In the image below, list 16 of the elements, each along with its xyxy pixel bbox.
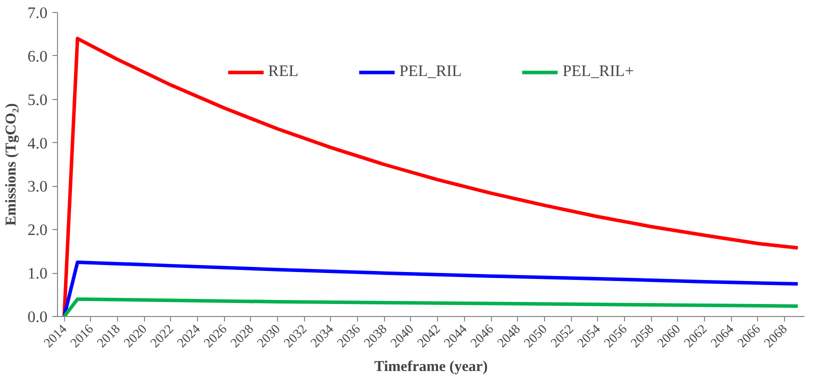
y-tick-label: 5.0 xyxy=(28,92,48,109)
line-series xyxy=(62,297,800,316)
line-series xyxy=(62,260,800,316)
y-axis-title: Emissions (TgCO₂) xyxy=(4,103,20,226)
legend-label: PEL_RIL xyxy=(399,63,462,81)
y-tick-label: 1.0 xyxy=(28,266,48,283)
line-series xyxy=(62,36,800,316)
y-tick-label: 3.0 xyxy=(28,178,48,196)
x-axis-title: Timeframe (year) xyxy=(374,359,488,376)
y-tick-label: 6.0 xyxy=(28,48,48,66)
y-tick-label: 7.0 xyxy=(28,5,48,22)
legend-label: REL xyxy=(268,63,298,81)
legend-label: PEL_RIL+ xyxy=(562,63,634,81)
y-tick-label: 0.0 xyxy=(28,309,48,326)
y-tick-label: 4.0 xyxy=(28,135,48,152)
y-tick-label: 2.0 xyxy=(28,222,48,240)
